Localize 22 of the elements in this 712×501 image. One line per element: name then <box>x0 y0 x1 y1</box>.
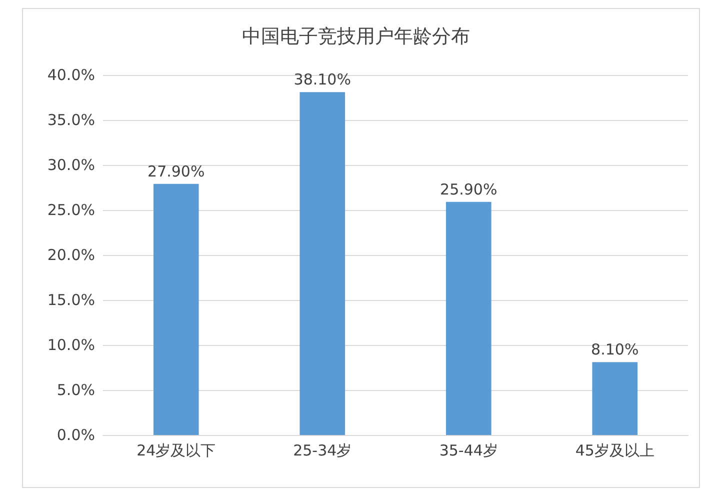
y-tick-label: 40.0% <box>47 66 95 84</box>
y-tick-label: 15.0% <box>47 291 95 309</box>
bar <box>592 362 638 435</box>
y-tick-label: 30.0% <box>47 156 95 174</box>
data-label: 25.90% <box>440 180 498 198</box>
y-tick-label: 0.0% <box>56 426 95 444</box>
data-label: 27.90% <box>148 162 205 180</box>
data-label: 8.10% <box>591 340 639 359</box>
x-tick-label: 24岁及以下 <box>136 442 216 460</box>
x-tick-label: 35-44岁 <box>439 442 498 460</box>
bar <box>300 92 346 435</box>
x-tick-label: 25-34岁 <box>293 442 352 460</box>
bar <box>446 202 492 435</box>
chart-title: 中国电子竞技用户年龄分布 <box>242 26 470 48</box>
data-label: 38.10% <box>294 70 351 89</box>
y-tick-label: 35.0% <box>47 111 95 129</box>
y-tick-label: 10.0% <box>47 336 95 354</box>
y-tick-label: 5.0% <box>56 381 95 399</box>
y-tick-label: 25.0% <box>47 201 95 219</box>
bar <box>153 184 199 435</box>
y-tick-label: 20.0% <box>47 246 95 264</box>
x-tick-label: 45岁及以上 <box>575 442 654 460</box>
